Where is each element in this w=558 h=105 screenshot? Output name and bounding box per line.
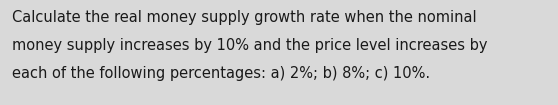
- Text: each of the following percentages: a) 2%; b) 8%; c) 10%.: each of the following percentages: a) 2%…: [12, 66, 430, 81]
- Text: Calculate the real money supply growth rate when the nominal: Calculate the real money supply growth r…: [12, 10, 477, 25]
- Text: money supply increases by 10% and the price level increases by: money supply increases by 10% and the pr…: [12, 38, 488, 53]
